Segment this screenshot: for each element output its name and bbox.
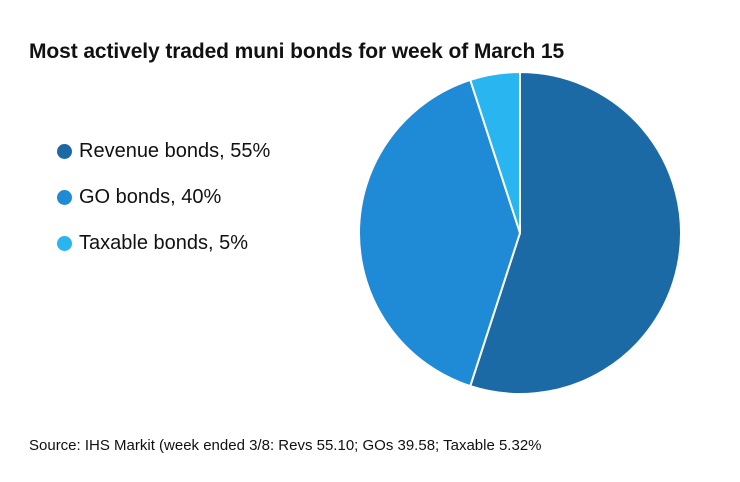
legend-label-revenue-bonds: Revenue bonds, 55%	[79, 139, 271, 162]
legend-item-revenue-bonds: Revenue bonds, 55%	[57, 128, 270, 174]
legend-item-go-bonds: GO bonds, 40%	[57, 174, 270, 220]
pie-chart	[358, 71, 682, 395]
legend-swatch-revenue-bonds	[57, 143, 72, 159]
legend-label-taxable-bonds: Taxable bonds, 5%	[79, 231, 249, 254]
pie-slices	[358, 71, 682, 395]
legend-item-taxable-bonds: Taxable bonds, 5%	[57, 220, 270, 266]
legend-swatch-taxable-bonds	[57, 235, 72, 251]
pie-slice-go-bonds	[358, 78, 521, 388]
legend-label-go-bonds: GO bonds, 40%	[79, 185, 222, 208]
pie-slice-revenue-bonds	[469, 71, 682, 395]
source-note: Source: IHS Markit (week ended 3/8: Revs…	[29, 437, 542, 454]
legend: Revenue bonds, 55% GO bonds, 40% Taxable…	[57, 128, 270, 266]
chart-title: Most actively traded muni bonds for week…	[29, 40, 565, 63]
pie-slice-taxable-bonds	[469, 71, 521, 234]
legend-swatch-go-bonds	[57, 189, 72, 205]
